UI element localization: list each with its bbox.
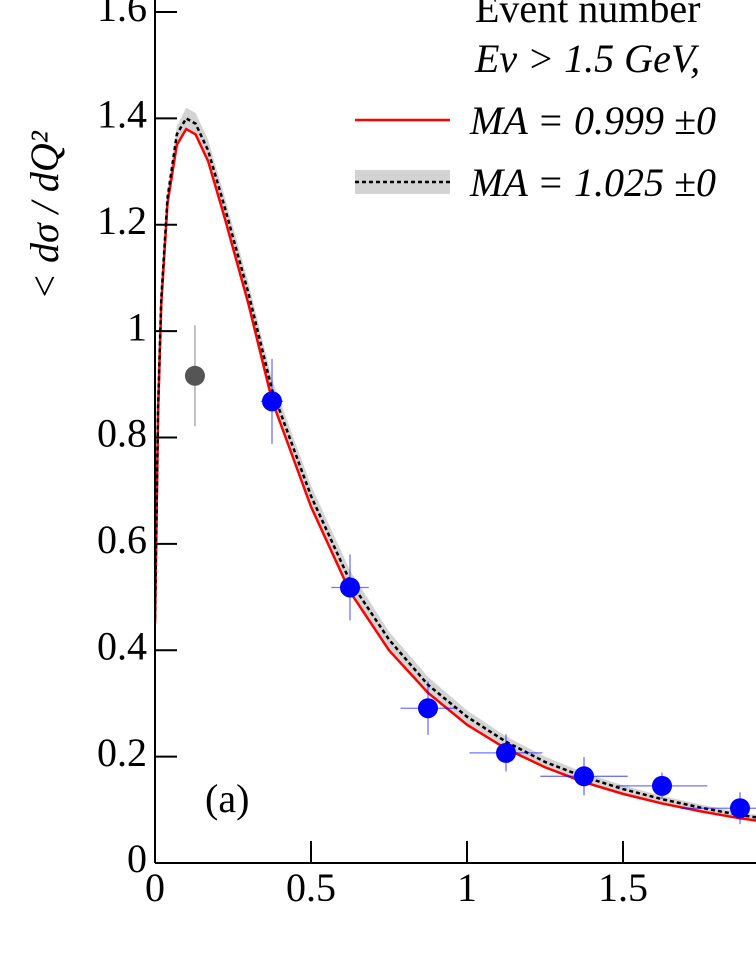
y-tick-label: 0.2 [97, 730, 147, 775]
x-tick-label: 0 [145, 865, 165, 910]
panel-label: (a) [205, 776, 249, 821]
y-tick-label: 1.4 [97, 92, 147, 137]
legend-label: MA = 0.999 ±0 [469, 98, 716, 143]
data-point [184, 365, 205, 386]
y-tick-label: 0 [127, 836, 147, 881]
y-tick-label: 1.2 [97, 198, 147, 243]
y-tick-label: 0.6 [97, 517, 147, 562]
plot-area [155, 107, 756, 825]
y-tick-label: 1 [127, 304, 147, 349]
data-point [574, 766, 594, 787]
x-tick-label: 1.5 [598, 865, 648, 910]
y-axis-label: < dσ / dQ² [22, 130, 67, 300]
data-point [652, 775, 672, 796]
data-point [418, 698, 438, 719]
y-tick-label: 0.4 [97, 623, 147, 668]
x-tick-label: 1 [457, 865, 477, 910]
y-tick-label: 0.8 [97, 411, 147, 456]
y-tick-label: 1.6 [97, 0, 147, 30]
annotation: Eν > 1.5 GeV, [474, 36, 700, 81]
data-point [262, 391, 282, 412]
data-point [730, 798, 750, 819]
data-point [340, 577, 360, 598]
annotation: Event number [475, 0, 701, 31]
axes: 0 0.2 0.4 0.6 0.8 1 1.2 1.4 1.6 0 0.5 1 1.5 MA = 0.99… [97, 0, 756, 910]
error-band [155, 107, 756, 820]
curve [155, 116, 756, 819]
x-tick-label: 0.5 [286, 865, 336, 910]
data-point [496, 742, 516, 763]
legend-label: MA = 1.025 ±0 [469, 160, 716, 205]
curve [155, 127, 756, 822]
